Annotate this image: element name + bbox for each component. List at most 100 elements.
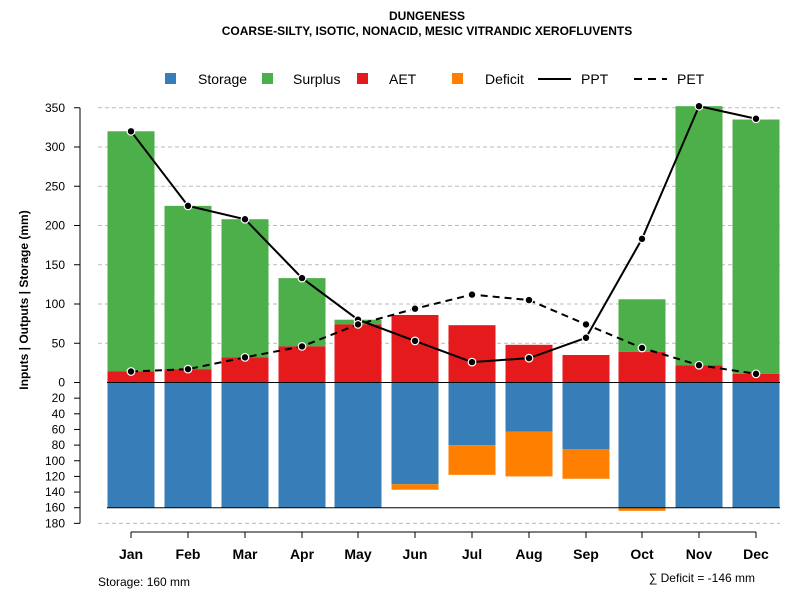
- storage-bar-feb: [164, 382, 212, 508]
- ppt-point-oct: [637, 234, 647, 244]
- storage-bar-mar: [221, 382, 269, 508]
- grid: [98, 107, 780, 524]
- deficit-footer: ∑ Deficit = -146 mm: [649, 571, 755, 585]
- storage-bar-jul: [448, 382, 496, 446]
- y-tick-label-100: 100: [45, 297, 65, 311]
- legend-label-ppt: PPT: [581, 71, 609, 87]
- legend-label-pet: PET: [677, 71, 705, 87]
- x-tick-label-sep: Sep: [573, 546, 599, 562]
- y-tick-label-50: 50: [52, 336, 66, 350]
- ppt-point-nov: [694, 101, 704, 111]
- surplus-bar-feb: [164, 205, 212, 370]
- surplus-bar-mar: [221, 219, 269, 358]
- pet-point-jan: [126, 367, 136, 376]
- aet-bar-jan: [107, 371, 155, 383]
- y-tick-label-lower-120: 120: [45, 469, 65, 483]
- bars: [107, 106, 780, 511]
- ppt-point-jan: [126, 126, 136, 136]
- x-tick-label-jul: Jul: [462, 546, 482, 562]
- pet-point-oct: [637, 343, 647, 353]
- x-tick-label-mar: Mar: [233, 546, 258, 562]
- lines: [126, 101, 761, 379]
- storage-bar-oct: [618, 382, 666, 508]
- pet-line: [130, 293, 757, 375]
- deficit-bar-aug: [505, 431, 553, 477]
- y-tick-label-200: 200: [45, 219, 65, 233]
- aet-bar-apr: [278, 346, 326, 383]
- ppt-point-jun: [410, 336, 420, 346]
- pet-point-nov: [694, 360, 704, 370]
- deficit-bar-jun: [391, 484, 439, 490]
- chart-title: DUNGENESS: [389, 9, 465, 23]
- y-tick-label-lower-100: 100: [45, 454, 65, 468]
- pet-point-feb: [183, 364, 193, 374]
- storage-bar-nov: [675, 382, 723, 508]
- deficit-bar-sep: [562, 449, 610, 479]
- surplus-bar-nov: [675, 106, 723, 366]
- aet-bar-sep: [562, 355, 610, 383]
- storage-bar-sep: [562, 382, 610, 450]
- legend-swatch-surplus: [262, 73, 273, 84]
- legend-swatch-storage: [165, 73, 176, 84]
- x-tick-label-jun: Jun: [403, 546, 428, 562]
- storage-bar-dec: [732, 382, 780, 508]
- pet-point-aug: [524, 295, 534, 305]
- deficit-bar-oct: [618, 507, 666, 511]
- y-tick-label-150: 150: [45, 258, 65, 272]
- pet-point-may: [353, 320, 363, 329]
- ppt-point-apr: [297, 273, 307, 283]
- x-tick-label-aug: Aug: [515, 546, 542, 562]
- y-tick-label-0: 0: [58, 376, 65, 390]
- y-axis-label: Inputs | Outputs | Storage (mm): [17, 210, 31, 389]
- ppt-point-mar: [240, 214, 250, 224]
- deficit-bar-jul: [448, 445, 496, 475]
- storage-footer: Storage: 160 mm: [98, 575, 190, 589]
- y-tick-label-250: 250: [45, 179, 65, 193]
- aet-bar-aug: [505, 344, 553, 383]
- pet-point-dec: [751, 369, 761, 379]
- surplus-bar-apr: [278, 278, 326, 347]
- storage-bar-jan: [107, 382, 155, 508]
- y-tick-label-lower-60: 60: [52, 422, 66, 436]
- surplus-bar-jan: [107, 131, 155, 372]
- surplus-bar-oct: [618, 299, 666, 352]
- ppt-point-aug: [524, 353, 534, 363]
- storage-bar-jun: [391, 382, 439, 485]
- storage-bar-apr: [278, 382, 326, 508]
- pet-point-mar: [240, 352, 250, 362]
- ppt-point-feb: [183, 201, 193, 211]
- aet-bar-oct: [618, 351, 666, 383]
- legend-label-aet: AET: [389, 71, 417, 87]
- pet-point-sep: [581, 320, 591, 329]
- storage-bar-may: [334, 382, 382, 508]
- y-tick-label-300: 300: [45, 140, 65, 154]
- y-tick-label-lower-40: 40: [52, 407, 66, 421]
- x-tick-label-feb: Feb: [176, 546, 201, 562]
- x-tick-label-apr: Apr: [290, 546, 315, 562]
- legend-swatch-deficit: [452, 73, 463, 84]
- aet-bar-feb: [164, 369, 212, 383]
- ppt-line: [130, 105, 757, 364]
- aet-bar-nov: [675, 365, 723, 383]
- legend: Storage Surplus AET Deficit PPT PET: [165, 71, 705, 87]
- x-tick-label-may: May: [344, 546, 371, 562]
- x-tick-label-oct: Oct: [630, 546, 654, 562]
- legend-label-storage: Storage: [198, 71, 247, 87]
- pet-point-apr: [297, 341, 307, 351]
- y-tick-label-lower-80: 80: [52, 438, 66, 452]
- surplus-bar-dec: [732, 119, 780, 374]
- y-tick-label-lower-160: 160: [45, 501, 65, 515]
- x-tick-label-dec: Dec: [743, 546, 769, 562]
- aet-bar-jun: [391, 314, 439, 383]
- axes: 0501001502002503003502040608010012014016…: [45, 101, 769, 562]
- legend-swatch-aet: [357, 73, 368, 84]
- storage-bar-aug: [505, 382, 553, 432]
- legend-label-deficit: Deficit: [485, 71, 524, 87]
- ppt-point-sep: [581, 333, 591, 343]
- x-tick-label-jan: Jan: [119, 546, 143, 562]
- y-tick-label-lower-20: 20: [52, 391, 66, 405]
- pet-point-jun: [410, 304, 420, 314]
- legend-label-surplus: Surplus: [293, 71, 340, 87]
- y-tick-label-lower-180: 180: [45, 516, 65, 530]
